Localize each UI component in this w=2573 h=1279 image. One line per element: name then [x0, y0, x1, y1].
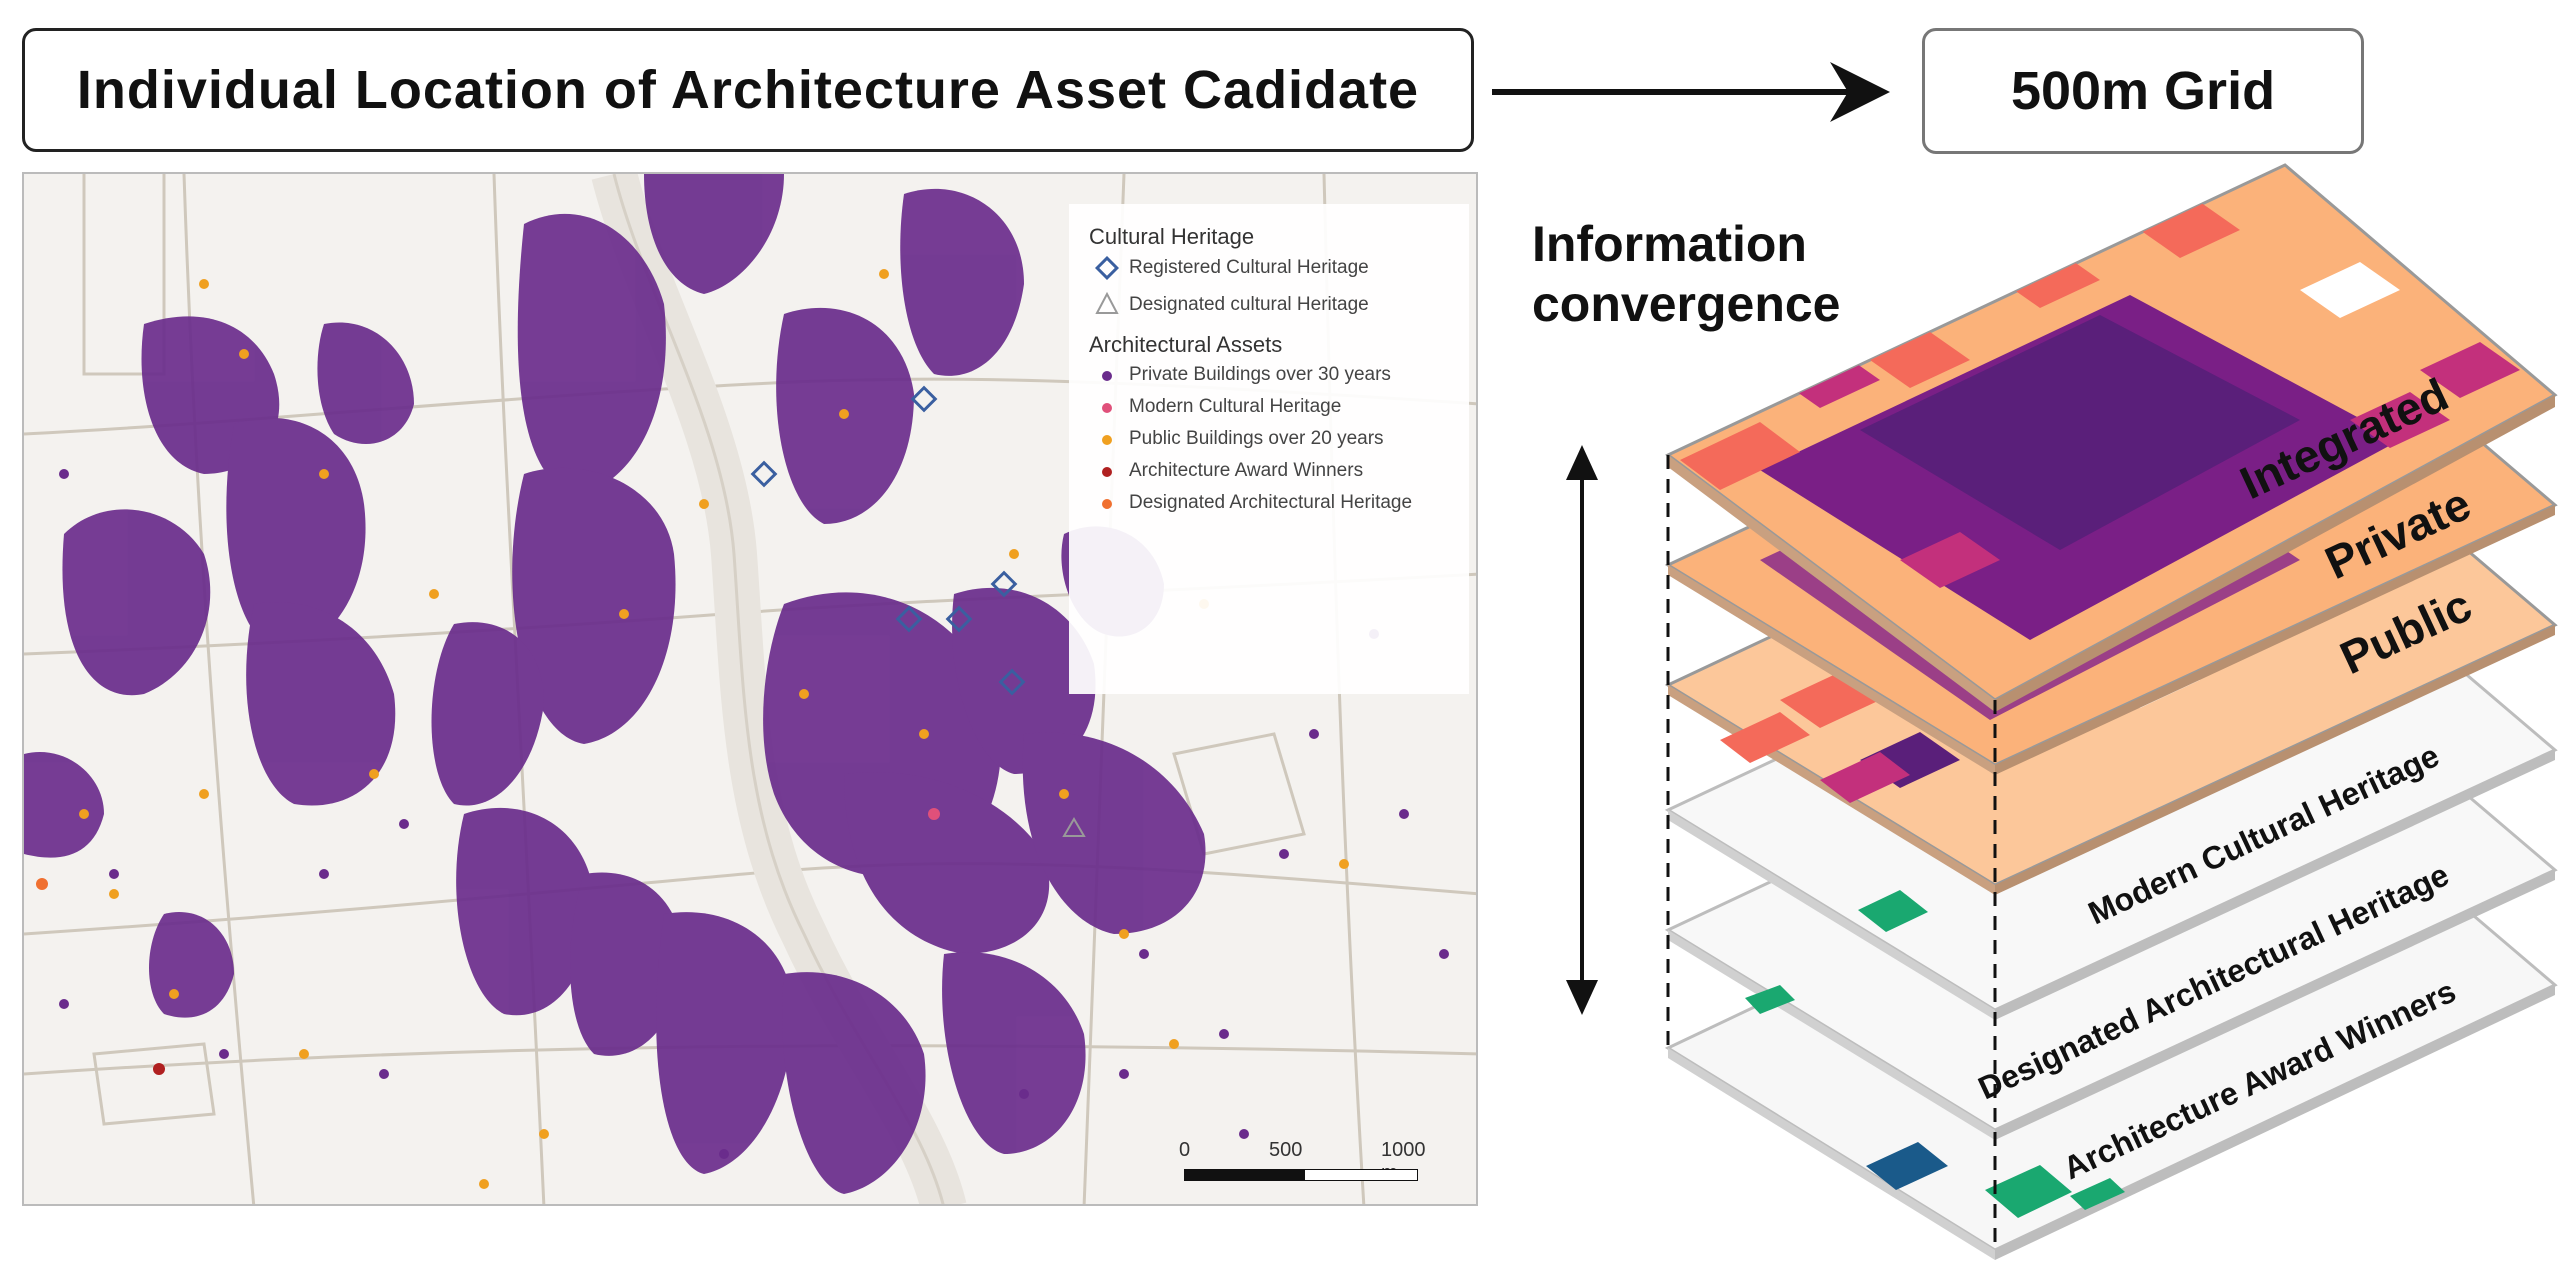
private-building-clusters [24, 174, 1206, 1194]
designated-arch-point [36, 878, 48, 890]
legend-modern: Modern Cultural Heritage [1129, 396, 1342, 417]
right-arrow-icon [1492, 62, 1890, 122]
award-dot-icon [1102, 467, 1112, 477]
legend-registered: Registered Cultural Heritage [1129, 257, 1369, 278]
map-title: Individual Location of Architecture Asse… [76, 60, 1420, 120]
scale-tick-0: 0 [1179, 1139, 1191, 1161]
scale-tick-500: 500 [1269, 1139, 1303, 1161]
legend-public: Public Buildings over 20 years [1129, 428, 1384, 449]
vertical-double-arrow-icon [1566, 445, 1598, 1015]
designated-heritage-marker [1062, 817, 1086, 837]
map-title-box: Individual Location of Architecture Asse… [22, 28, 1474, 152]
legend-designated: Designated cultural Heritage [1129, 294, 1369, 315]
legend-private: Private Buildings over 30 years [1129, 364, 1391, 385]
public-dot-icon [1102, 435, 1112, 445]
legend-award: Architecture Award Winners [1129, 460, 1364, 481]
legend-architectural-assets-title: Architectural Assets [1089, 332, 1283, 357]
public-buildings [79, 269, 1349, 1189]
modern-heritage-point [928, 808, 940, 820]
award-winner-point [153, 1063, 165, 1075]
registered-heritage-markers [750, 385, 1026, 696]
private-scatter [59, 469, 1449, 1159]
scale-bar: 0 500 1000 m [1169, 1139, 1429, 1199]
diamond-icon [1095, 256, 1119, 280]
triangle-icon [1095, 292, 1119, 314]
designated-arch-dot-icon [1102, 499, 1112, 509]
convergence-label: Information convergence [1532, 216, 1841, 332]
dashed-guides [1666, 455, 1997, 1250]
layer-integrated [1665, 163, 2558, 712]
asset-location-map: Cultural Heritage Registered Cultural He… [22, 172, 1478, 1206]
legend-designated-arch: Designated Architectural Heritage [1129, 492, 1413, 513]
modern-dot-icon [1102, 403, 1112, 413]
grid-title-box: 500m Grid [1922, 28, 2364, 154]
legend-cultural-heritage-title: Cultural Heritage [1089, 224, 1255, 249]
private-dot-icon [1102, 371, 1112, 381]
map-legend: Cultural Heritage Registered Cultural He… [1069, 204, 1469, 694]
grid-title: 500m Grid [2010, 61, 2276, 121]
